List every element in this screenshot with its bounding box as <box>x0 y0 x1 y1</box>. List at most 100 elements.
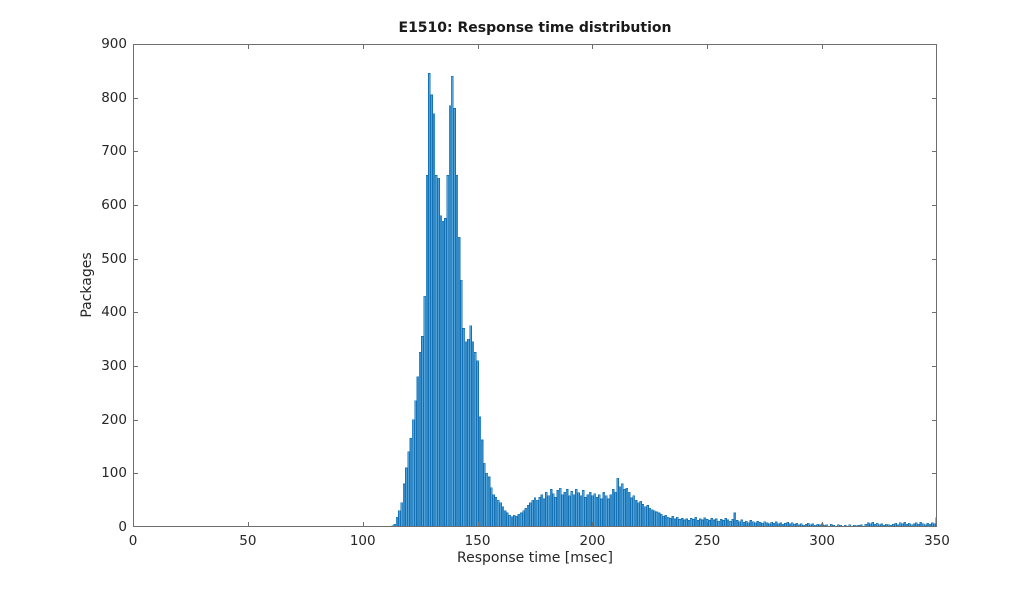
histogram-bar <box>568 495 571 528</box>
histogram-bar <box>581 490 585 528</box>
histogram-bar <box>517 513 521 528</box>
x-tick-label: 250 <box>694 533 721 549</box>
histogram-bar <box>476 360 479 528</box>
histogram-bar <box>414 400 417 528</box>
histogram-bar <box>428 73 431 528</box>
histogram-bar <box>662 515 665 528</box>
histogram-bar <box>556 490 560 528</box>
histogram-bar <box>646 505 649 528</box>
histogram-bar <box>664 514 668 528</box>
histogram-bar <box>657 512 661 528</box>
histogram-bar <box>666 516 670 528</box>
histogram-bar <box>683 519 686 528</box>
histogram-bar <box>423 295 426 528</box>
histogram-bar <box>490 487 493 528</box>
histogram-bar <box>627 491 631 528</box>
histogram-bar <box>669 518 672 528</box>
histogram-bar <box>395 516 399 528</box>
histogram-bar <box>409 438 413 528</box>
histogram-bar <box>694 516 698 528</box>
histogram-bar <box>405 467 408 528</box>
histogram-bar <box>676 516 679 528</box>
y-tick-label: 200 <box>101 411 127 428</box>
histogram-bar <box>623 489 626 528</box>
histogram-bar <box>506 512 509 528</box>
histogram-bar <box>712 519 716 528</box>
histogram-bar <box>457 236 461 528</box>
histogram-bar <box>630 497 633 528</box>
histogram-bar <box>561 494 564 528</box>
histogram-bar <box>425 175 429 528</box>
histogram-bar <box>451 75 454 528</box>
histogram-bar <box>522 510 525 528</box>
y-tick-label: 500 <box>101 250 127 267</box>
histogram-bar <box>515 515 518 528</box>
y-tick-label: 900 <box>101 36 127 52</box>
y-axis-label: Packages <box>79 252 95 318</box>
histogram-bar <box>575 489 578 528</box>
histogram-bar <box>598 494 601 528</box>
histogram-bar <box>637 502 640 528</box>
histogram-bar <box>455 175 459 528</box>
histogram-bar <box>508 514 511 528</box>
histogram-bar <box>531 499 534 528</box>
histogram-bar <box>715 518 718 528</box>
histogram-bar <box>460 279 463 528</box>
histogram-bar <box>680 518 684 528</box>
histogram-bar <box>492 494 495 528</box>
x-tick-label: 0 <box>128 533 138 549</box>
histogram-bar <box>586 494 590 528</box>
histogram-bar <box>524 507 528 528</box>
y-tick-label: 400 <box>101 304 127 321</box>
histogram-bar <box>611 489 615 528</box>
y-tick-label: 0 <box>118 519 127 535</box>
y-tick-label: 600 <box>101 197 127 213</box>
histogram-bar <box>632 495 636 528</box>
histogram-bar <box>485 472 489 528</box>
histogram-bar <box>565 489 569 528</box>
histogram-bar <box>572 494 576 528</box>
histogram-bar <box>536 499 539 528</box>
histogram-bar <box>689 518 693 528</box>
y-tick-label: 100 <box>101 465 127 482</box>
histogram-bar <box>480 439 484 528</box>
histogram-bar <box>416 376 420 528</box>
histogram-bar <box>402 483 406 528</box>
histogram-bar <box>577 492 580 528</box>
plot-area <box>133 44 939 528</box>
histogram-bar <box>430 94 433 528</box>
histogram-bar <box>559 488 562 528</box>
histogram-bar <box>418 352 422 528</box>
histogram-bar <box>724 518 727 528</box>
histogram-bar <box>621 483 624 528</box>
y-tick-label: 800 <box>101 89 127 106</box>
histogram-bar <box>653 510 656 528</box>
histogram-bar <box>474 352 477 528</box>
histogram-bar <box>441 220 445 528</box>
histogram-bar <box>678 519 681 528</box>
histogram-bar <box>503 510 507 528</box>
histogram-bar <box>501 506 505 528</box>
histogram-bar <box>510 516 514 528</box>
histogram-bar <box>584 497 587 528</box>
histogram-bar <box>448 105 452 528</box>
histogram-bar <box>699 518 702 528</box>
histogram-bar <box>607 498 610 528</box>
histogram-bar <box>545 491 548 528</box>
histogram-bar <box>439 215 443 528</box>
histogram-bar <box>467 338 470 528</box>
histogram-bar <box>446 175 449 528</box>
histogram-bar <box>595 497 599 528</box>
histogram-bar <box>588 491 592 528</box>
histogram-bar <box>497 499 500 528</box>
histogram-bar <box>685 518 688 528</box>
histogram-bar <box>563 491 567 528</box>
y-tick-label: 700 <box>101 143 127 160</box>
histogram-bar <box>639 500 642 528</box>
histogram-bar <box>540 494 544 528</box>
histogram-bar <box>437 177 440 528</box>
histogram-bar <box>731 519 734 528</box>
histogram-bar <box>673 518 677 528</box>
histogram-bar <box>538 497 541 528</box>
histogram-bar <box>570 491 574 528</box>
